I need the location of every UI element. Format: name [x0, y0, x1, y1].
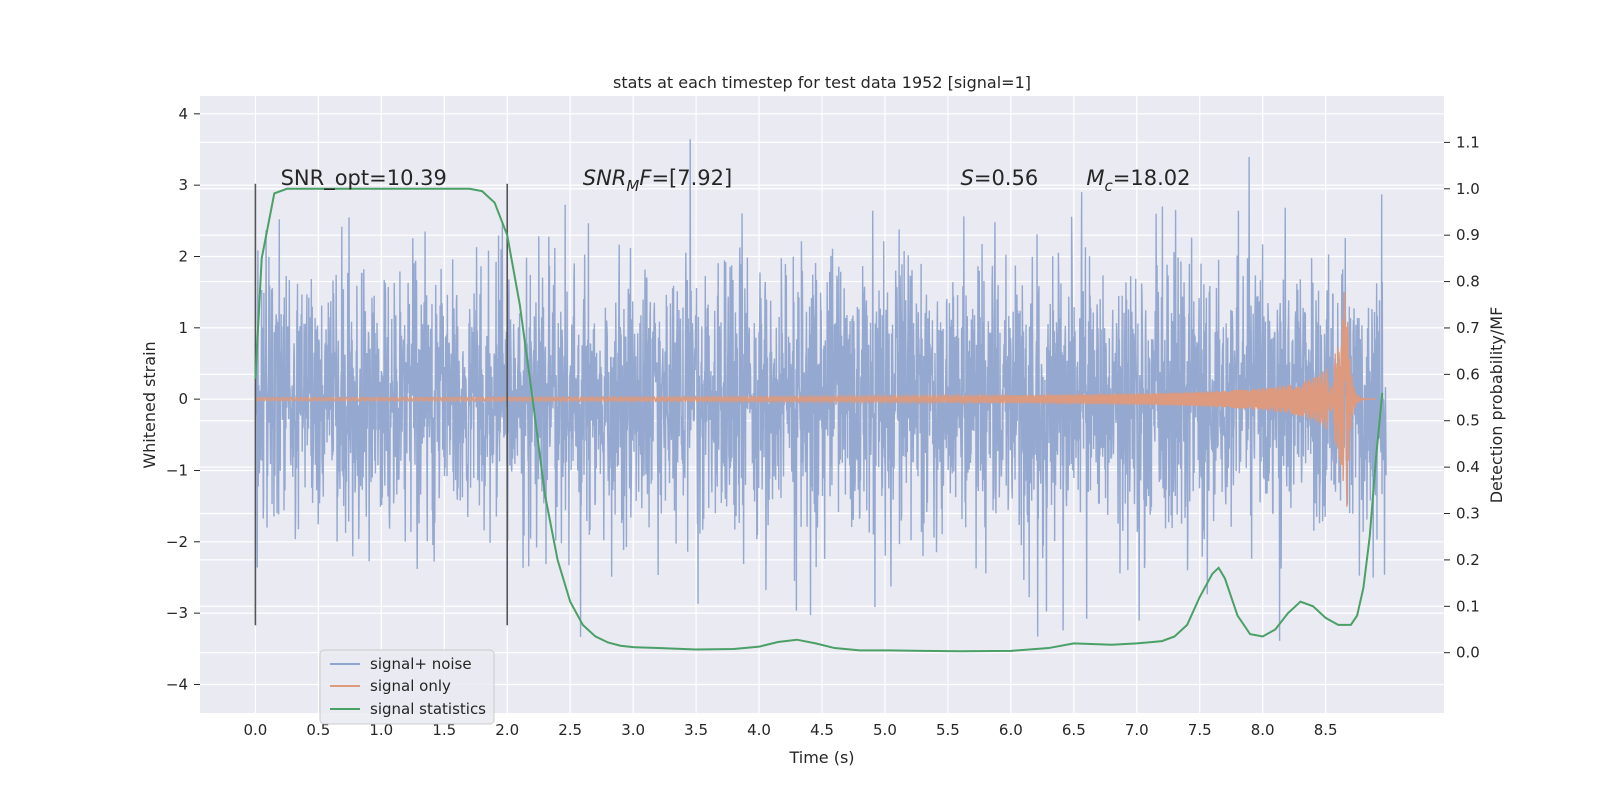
y-right-tick-label: 0.3	[1456, 505, 1480, 523]
y-right-tick-label: 1.0	[1456, 180, 1480, 198]
y-left-tick-label: −2	[166, 533, 188, 551]
y-right-tick-label: 0.6	[1456, 365, 1480, 383]
annotation-s-symbol: S	[961, 166, 974, 190]
legend-box	[319, 649, 495, 725]
y-left-tick-label: 2	[178, 247, 188, 265]
signal-only-line	[255, 292, 1377, 507]
signal-statistics-series	[254, 187, 1384, 653]
annotation-s-value: =0.56	[974, 166, 1038, 190]
x-tick-label: 6.0	[999, 721, 1023, 739]
window-markers	[254, 183, 509, 626]
x-axis-label: Time (s)	[788, 748, 854, 767]
y-right-tick-label: 0.5	[1456, 412, 1480, 430]
x-tick-label: 7.5	[1188, 721, 1212, 739]
x-tick-label: 1.5	[432, 721, 456, 739]
x-tick-label: 3.0	[621, 721, 645, 739]
y-left-tick-label: 4	[178, 105, 188, 123]
legend-label-signal-noise: signal+ noise	[370, 655, 472, 673]
y-axis-label-right: Detection probability/MF	[1487, 307, 1506, 504]
annotation-snr-mf-subscript: M	[626, 177, 639, 195]
y-right-tick-label: 0.1	[1456, 597, 1480, 615]
x-tick-label: 4.0	[747, 721, 771, 739]
x-tick-label: 2.5	[558, 721, 582, 739]
annotation-mc-symbol: M	[1086, 166, 1104, 190]
x-tick-label: 4.5	[810, 721, 834, 739]
axes: 0.0 0.5 1.0 1.5 2.0 2.5 3.0 3.5 4.0 4.5 5.0 5.5 6.0 6…	[166, 105, 1480, 739]
y-axis-label-left: Whitened strain	[140, 341, 159, 468]
x-tick-label: 7.0	[1125, 721, 1149, 739]
signal-noise-line	[254, 139, 1387, 641]
x-tick-label: 0.5	[306, 721, 330, 739]
y-right-tick-label: 0.7	[1456, 319, 1480, 337]
annotation-snr-mf-prefix: SNR	[583, 166, 627, 190]
annotation-mc-value: =18.02	[1113, 166, 1191, 190]
y-left-tick-label: −4	[166, 675, 188, 693]
chart-title: stats at each timestep for test data 195…	[613, 73, 1031, 92]
x-tick-label: 0.0	[243, 721, 267, 739]
legend: signal+ noise signal only signal statist…	[319, 649, 495, 725]
x-tick-label: 2.0	[495, 721, 519, 739]
x-tick-label: 5.0	[873, 721, 897, 739]
annotation-s: S=0.56	[961, 166, 1039, 190]
annotations: SNR_opt=10.39 SNRMF=[7.92] S=0.56 Mc=18.…	[281, 166, 1191, 195]
annotation-snr-mf: SNRMF=[7.92]	[583, 166, 732, 195]
x-tick-label: 6.5	[1062, 721, 1086, 739]
y-right-tick-label: 0.0	[1456, 644, 1480, 662]
annotation-mc-subscript: c	[1105, 177, 1114, 195]
y-left-tick-label: 1	[178, 319, 188, 337]
annotation-mc: Mc=18.02	[1086, 166, 1190, 195]
x-tick-label: 1.0	[369, 721, 393, 739]
x-tick-label: 5.5	[936, 721, 960, 739]
y-left-tick-label: −3	[166, 604, 188, 622]
y-left-tick-label: 0	[178, 390, 188, 408]
annotation-snr-mf-suffix: F	[639, 166, 652, 190]
y-right-tick-label: 1.1	[1456, 133, 1480, 151]
x-tick-label: 8.5	[1314, 721, 1338, 739]
x-tick-label: 3.5	[684, 721, 708, 739]
signal-noise-series	[254, 139, 1387, 641]
y-right-tick-label: 0.9	[1456, 226, 1480, 244]
y-right-tick-label: 0.2	[1456, 551, 1480, 569]
y-left-tick-label: 3	[178, 176, 188, 194]
signal-statistics-line	[254, 187, 1384, 653]
legend-label-signal-only: signal only	[370, 677, 451, 695]
annotation-snr-opt: SNR_opt=10.39	[281, 166, 447, 191]
y-left-tick-label: −1	[166, 461, 188, 479]
signal-only-series	[255, 292, 1377, 507]
annotation-snr-mf-value: =[7.92]	[651, 166, 732, 190]
legend-label-signal-statistics: signal statistics	[370, 700, 486, 718]
y-right-tick-label: 0.8	[1456, 273, 1480, 291]
y-right-tick-label: 0.4	[1456, 458, 1480, 476]
x-tick-label: 8.0	[1251, 721, 1275, 739]
